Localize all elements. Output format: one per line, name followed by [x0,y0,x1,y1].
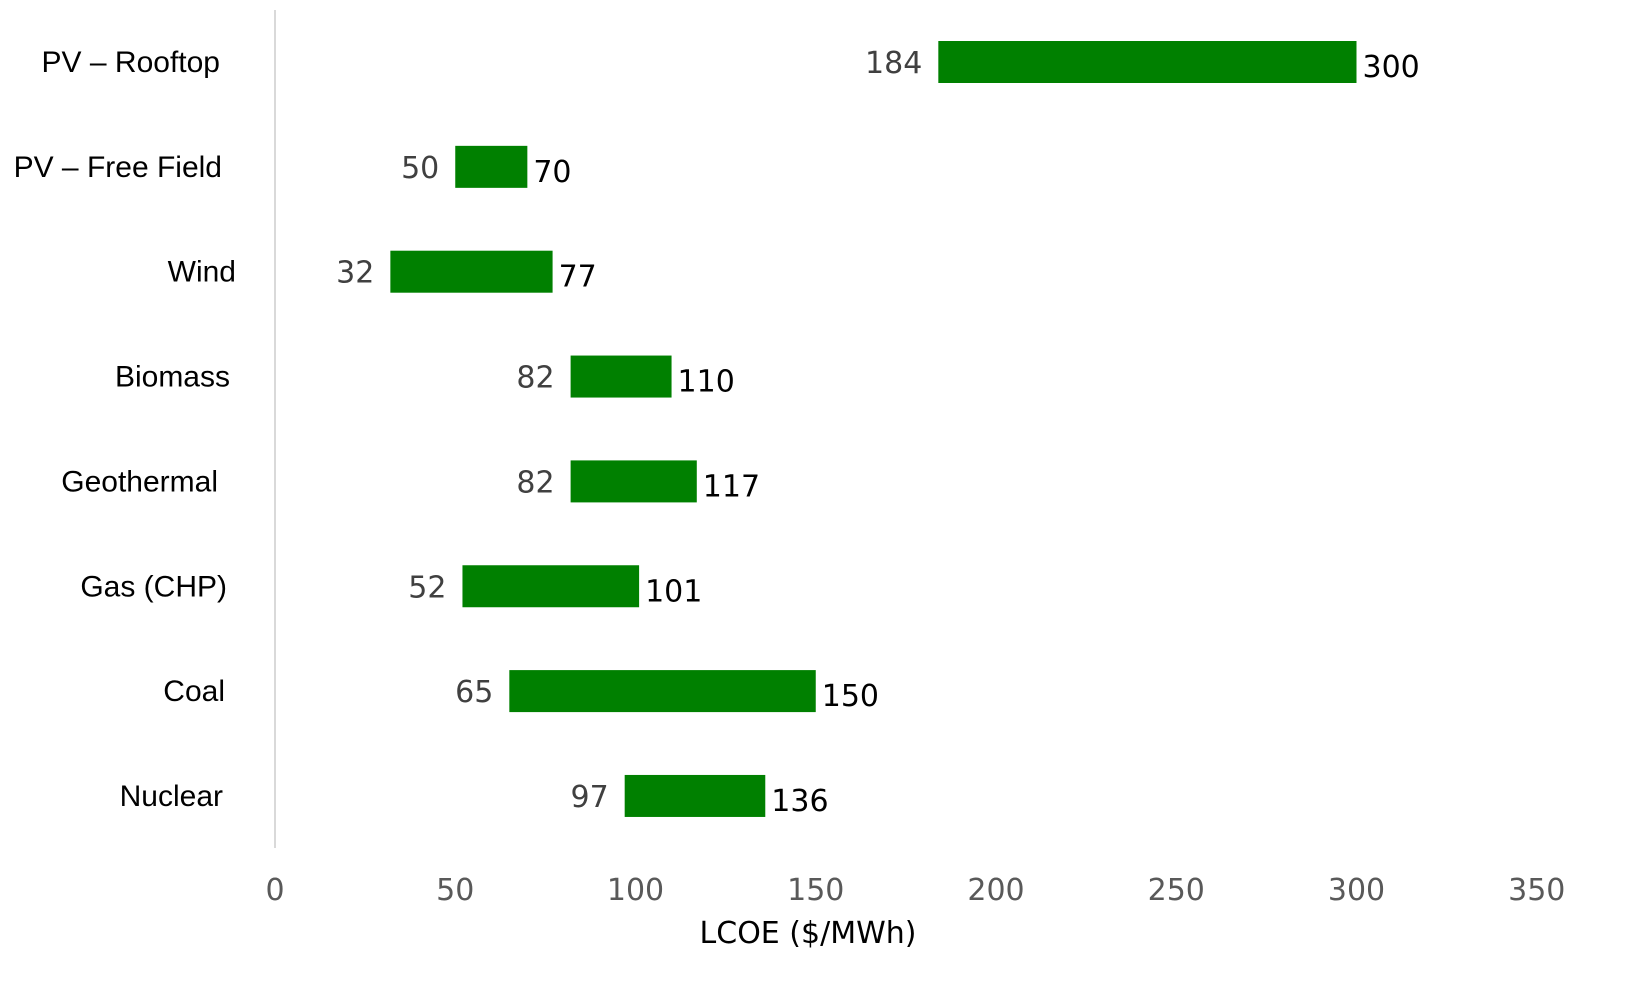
low-value-label: 82 [516,361,554,396]
x-tick-label: 250 [1148,873,1205,908]
range-bar [509,670,816,713]
range-bar [570,355,672,398]
range-bar [570,460,697,503]
low-value-label: 65 [455,675,493,710]
x-tick-label: 350 [1508,873,1565,908]
category-label: Nuclear [120,780,223,813]
category-label: Geothermal [61,465,218,498]
x-axis-title: LCOE ($/MWh) [700,916,917,951]
category-label: Biomass [115,361,230,394]
category-label: Gas (CHP) [80,570,227,603]
x-axis-ticks: 0 50 100 150 200 250 300 350 [265,873,1565,908]
low-value-label: 82 [516,465,554,500]
range-bar [624,774,766,817]
category-label: Wind [168,256,236,289]
category-label: PV – Rooftop [42,46,220,79]
range-bar [455,145,528,188]
range-bars [390,41,1357,817]
high-value-label: 150 [822,679,879,714]
low-value-label: 97 [570,780,608,815]
x-tick-label: 150 [787,873,844,908]
high-value-label: 101 [645,574,702,609]
low-value-label: 50 [401,151,439,186]
high-value-label: 117 [703,469,760,504]
high-value-label: 300 [1363,50,1420,85]
high-value-label: 70 [533,155,571,190]
range-bar [938,41,1357,83]
low-value-label: 52 [408,570,446,605]
category-label: Coal [163,675,225,708]
category-label: PV – Free Field [14,151,222,184]
low-value-label: 32 [336,256,374,291]
category-labels: PV – Rooftop PV – Free Field Wind Biomass Ge… [14,46,236,813]
range-bar [462,565,640,608]
low-value-label: 184 [865,46,922,81]
range-bar [390,250,553,293]
high-value-label: 136 [771,784,828,819]
high-value-label: 110 [678,365,735,400]
x-tick-label: 100 [607,873,664,908]
x-tick-label: 200 [967,873,1024,908]
high-value-label: 77 [559,260,597,295]
x-tick-label: 50 [436,873,474,908]
value-labels: 184 300 50 70 32 77 82 110 82 117 52 101 65 150 97 136 [336,46,1420,819]
x-tick-label: 0 [265,873,284,908]
x-tick-label: 300 [1328,873,1385,908]
